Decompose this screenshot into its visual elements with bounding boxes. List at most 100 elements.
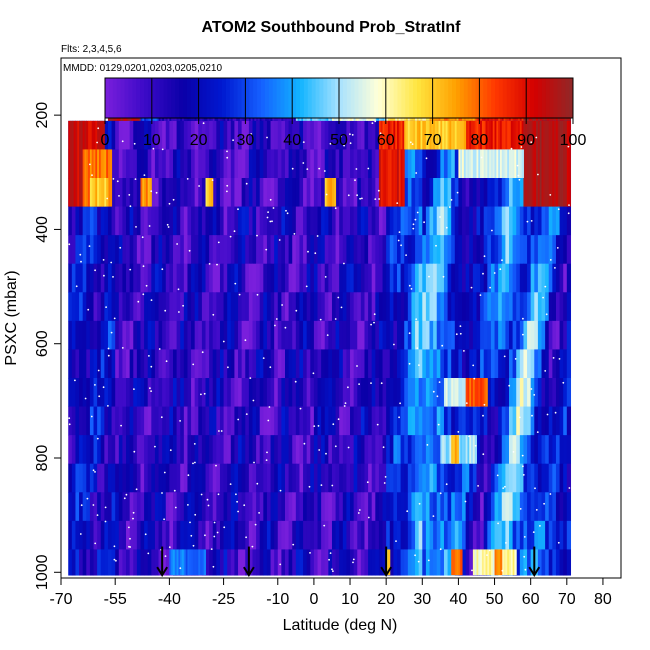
heatmap-cell xyxy=(310,178,314,207)
heatmap-cell xyxy=(440,149,444,178)
heatmap-cell xyxy=(336,492,340,521)
heatmap-cell xyxy=(404,407,408,436)
heatmap-cell xyxy=(267,292,271,321)
heatmap-cell xyxy=(296,492,300,521)
heatmap-cell xyxy=(433,407,437,436)
colorbar-segment xyxy=(175,78,179,118)
colorbar-segment xyxy=(491,78,495,118)
heatmap-cell xyxy=(79,292,83,321)
colorbar-segment xyxy=(359,78,363,118)
heatmap-cell xyxy=(343,492,347,521)
track-dot xyxy=(440,492,442,494)
heatmap-cell xyxy=(310,264,314,293)
heatmap-cell xyxy=(180,378,184,407)
track-dot xyxy=(91,174,93,176)
heatmap-cell xyxy=(209,292,213,321)
heatmap-cell xyxy=(126,121,130,150)
heatmap-cell xyxy=(346,407,350,436)
heatmap-cell xyxy=(466,549,470,575)
heatmap-cell xyxy=(495,207,499,236)
heatmap-cell xyxy=(469,407,473,436)
heatmap-cell xyxy=(451,407,455,436)
heatmap-cell xyxy=(563,521,567,550)
heatmap-cell xyxy=(184,321,188,350)
heatmap-cell xyxy=(242,149,246,178)
heatmap-cell xyxy=(411,292,415,321)
heatmap-cell xyxy=(209,207,213,236)
heatmap-cell xyxy=(133,378,137,407)
heatmap-cell xyxy=(260,149,264,178)
heatmap-cell xyxy=(552,292,556,321)
heatmap-cell xyxy=(177,235,181,264)
colorbar-segment xyxy=(113,78,117,118)
heatmap-cell xyxy=(75,435,79,464)
heatmap-cell xyxy=(72,321,76,350)
heatmap-cell xyxy=(567,321,571,350)
colorbar-segment xyxy=(487,78,491,118)
heatmap-cell xyxy=(386,235,390,264)
track-dot xyxy=(443,276,445,278)
heatmap-cell xyxy=(112,378,116,407)
heatmap-cell xyxy=(451,521,455,550)
heatmap-cell xyxy=(415,207,419,236)
heatmap-cell xyxy=(137,207,141,236)
heatmap-cell xyxy=(97,349,101,378)
heatmap-cell xyxy=(502,521,506,550)
heatmap-cell xyxy=(249,407,253,436)
heatmap-cell xyxy=(321,292,325,321)
heatmap-cell xyxy=(112,321,116,350)
heatmap-cell xyxy=(227,149,231,178)
heatmap-cell xyxy=(271,235,275,264)
heatmap-cell xyxy=(552,549,556,575)
heatmap-cell xyxy=(484,492,488,521)
heatmap-cell xyxy=(202,407,206,436)
colorbar-segment xyxy=(132,78,136,118)
heatmap-cell xyxy=(299,149,303,178)
heatmap-cell xyxy=(430,549,434,575)
heatmap-cell xyxy=(191,464,195,493)
heatmap-cell xyxy=(90,407,94,436)
heatmap-cell xyxy=(216,292,220,321)
track-dot xyxy=(163,518,165,520)
heatmap-cell xyxy=(263,549,267,575)
heatmap-cell xyxy=(523,435,527,464)
heatmap-cell xyxy=(408,378,412,407)
heatmap-cell xyxy=(289,549,293,575)
track-dot xyxy=(267,211,269,213)
track-dot xyxy=(107,405,109,407)
heatmap-cell xyxy=(94,435,98,464)
heatmap-cell xyxy=(94,321,98,350)
heatmap-cell xyxy=(397,292,401,321)
heatmap-cell xyxy=(545,264,549,293)
heatmap-cell xyxy=(372,121,376,150)
heatmap-cell xyxy=(491,349,495,378)
heatmap-cell xyxy=(296,292,300,321)
heatmap-cell xyxy=(372,349,376,378)
track-dot xyxy=(148,355,150,357)
track-dot xyxy=(460,325,462,327)
heatmap-cell xyxy=(133,407,137,436)
x-tick-label: -70 xyxy=(49,591,72,608)
colorbar-segment xyxy=(386,78,390,118)
heatmap-cell xyxy=(545,321,549,350)
heatmap-cell xyxy=(513,349,517,378)
heatmap-cell xyxy=(455,292,459,321)
heatmap-cell xyxy=(292,549,296,575)
heatmap-cell xyxy=(75,292,79,321)
heatmap-cell xyxy=(292,492,296,521)
colorbar-segment xyxy=(409,78,413,118)
heatmap-cell xyxy=(379,378,383,407)
heatmap-cell xyxy=(292,292,296,321)
heatmap-cell xyxy=(177,464,181,493)
track-dot xyxy=(374,313,376,315)
heatmap-cell xyxy=(368,378,372,407)
heatmap-cell xyxy=(133,235,137,264)
heatmap-cell xyxy=(397,435,401,464)
track-dot xyxy=(537,174,539,176)
heatmap-cell xyxy=(216,435,220,464)
colorbar-segment xyxy=(398,78,402,118)
heatmap-cell xyxy=(252,464,256,493)
heatmap-cell xyxy=(527,292,531,321)
heatmap-cell xyxy=(563,464,567,493)
heatmap-cell xyxy=(361,235,365,264)
